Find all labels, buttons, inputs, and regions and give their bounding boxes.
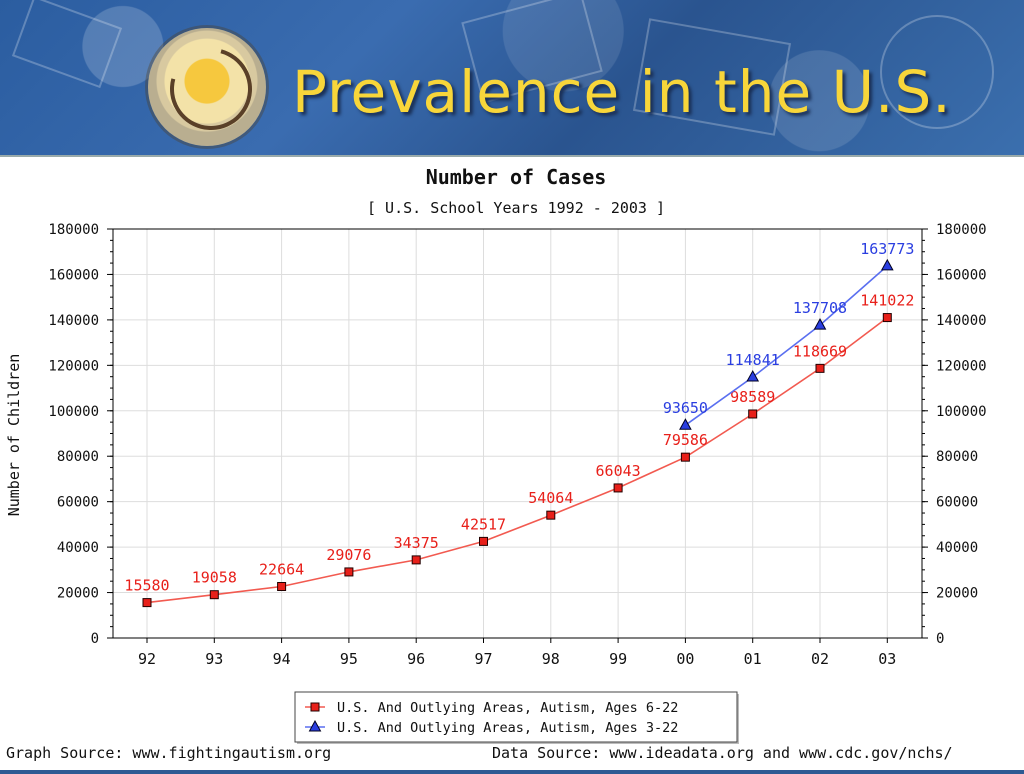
y-tick-label-right: 140000 [936,313,987,329]
line-chart: Number of Cases [ U.S. School Years 1992… [5,165,987,744]
y-tick-label-right: 0 [936,631,944,647]
chart-panel: Number of Cases [ U.S. School Years 1992… [0,155,1024,770]
y-tick-label-right: 120000 [936,358,987,374]
y-tick-label-left: 60000 [57,495,99,511]
y-tick-label-right: 160000 [936,267,987,283]
x-tick-label: 00 [676,650,694,668]
y-tick-label-right: 20000 [936,586,978,602]
y-tick-label-right: 40000 [936,540,978,556]
y-tick-label-right: 180000 [936,222,987,238]
data-label: 141022 [860,292,914,310]
data-label: 163773 [860,240,914,258]
x-tick-label: 97 [474,650,492,668]
x-tick-label: 02 [811,650,829,668]
series-line-1 [146,316,888,604]
data-point-marker [813,318,827,330]
x-tick-label: 95 [340,650,358,668]
banner-decoration [11,0,123,89]
data-point-marker [613,483,623,493]
data-label: 93650 [663,399,708,417]
x-tick-label: 94 [273,650,291,668]
y-axis-label: Number of Children [5,354,23,517]
x-tick-label: 01 [744,650,762,668]
data-point-marker [680,452,690,462]
data-label: 22664 [259,561,304,579]
data-point-marker [411,555,421,565]
y-tick-label-left: 120000 [48,358,99,374]
data-point-marker [209,590,219,600]
y-tick-label-left: 80000 [57,449,99,465]
y-tick-label-right: 80000 [936,449,978,465]
y-tick-label-left: 0 [91,631,99,647]
data-label: 98589 [730,388,775,406]
data-label: 54064 [528,489,573,507]
graph-source-text: Graph Source: www.fightingautism.org [6,744,332,762]
data-point-marker [746,370,760,382]
data-point-marker [880,258,894,271]
legend-label: U.S. And Outlying Areas, Autism, Ages 6-… [337,700,678,716]
data-point-marker [679,418,692,430]
sun-logo-icon [148,28,266,146]
plot-background [113,229,922,638]
x-tick-label: 92 [138,650,156,668]
x-tick-label: 98 [542,650,560,668]
y-tick-label-left: 20000 [57,586,99,602]
legend-label: U.S. And Outlying Areas, Autism, Ages 3-… [337,720,678,736]
data-label: 79586 [663,431,708,449]
y-tick-label-right: 100000 [936,404,987,420]
data-label: 137708 [793,299,847,317]
y-tick-label-left: 100000 [48,404,99,420]
x-tick-label: 93 [205,650,223,668]
x-tick-label: 03 [878,650,896,668]
data-label: 19058 [192,569,237,587]
data-label: 15580 [124,577,169,595]
legend-marker [310,702,320,712]
y-tick-label-right: 60000 [936,495,978,511]
data-label: 118669 [793,342,847,360]
x-tick-label: 99 [609,650,627,668]
banner-decoration [880,15,994,129]
x-tick-label: 96 [407,650,425,668]
legend-marker [308,719,322,732]
plot-border [112,228,923,639]
data-point-marker [815,363,825,373]
data-point-marker [277,582,287,592]
data-point-marker [142,598,152,608]
data-point-marker [479,536,488,546]
data-point-marker [882,313,892,323]
legend-box [294,691,738,743]
data-label: 114841 [726,351,780,369]
y-tick-label-left: 140000 [48,313,99,329]
data-point-marker [546,510,556,520]
slide-title: Prevalence in the U.S. [292,58,952,126]
chart-title: Number of Cases [426,165,607,189]
legend: U.S. And Outlying Areas, Autism, Ages 6-… [294,691,739,744]
data-label: 29076 [326,546,371,564]
data-point-marker [748,409,758,419]
data-source-text: Data Source: www.ideadata.org and www.cd… [492,744,953,762]
y-tick-label-left: 160000 [48,267,99,283]
chart-subtitle: [ U.S. School Years 1992 - 2003 ] [367,199,665,217]
y-tick-label-left: 40000 [57,540,99,556]
data-label: 34375 [394,534,439,552]
data-point-marker [344,567,354,577]
data-label: 66043 [596,462,641,480]
series-line-2 [684,265,888,426]
data-label: 42517 [461,515,506,533]
y-tick-label-left: 180000 [48,222,99,238]
title-banner: Prevalence in the U.S. [0,0,1024,155]
